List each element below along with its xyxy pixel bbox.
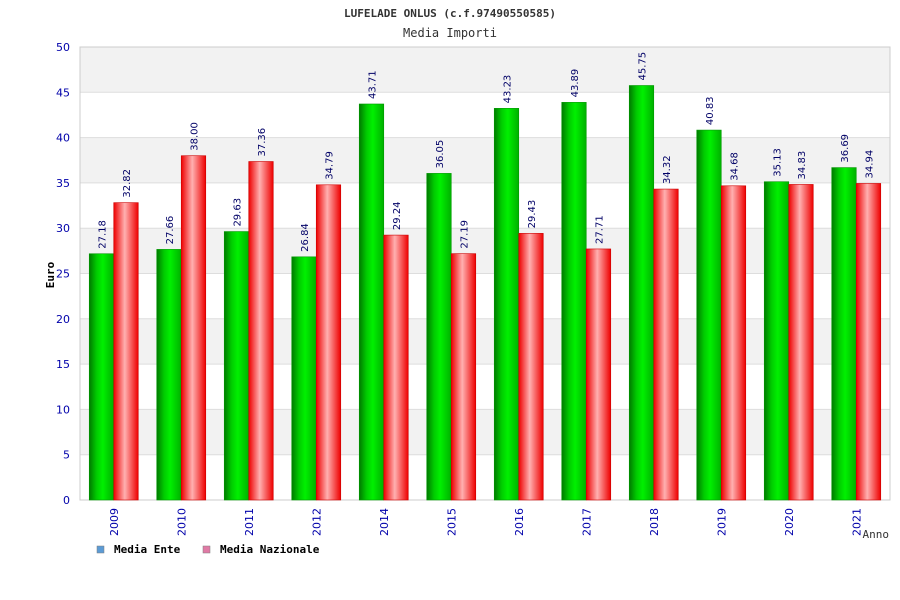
bar-value-label: 34.94 xyxy=(865,150,876,179)
bar-series xyxy=(88,85,882,501)
x-tick-label: 2009 xyxy=(108,508,121,536)
bar-media-nazionale xyxy=(720,185,747,501)
bar-media-nazionale xyxy=(788,184,814,501)
x-tick-label: 2016 xyxy=(513,508,526,536)
x-tick-label: 2014 xyxy=(378,508,391,536)
plot-band xyxy=(80,454,890,500)
bar-media-ente xyxy=(223,231,250,501)
bar-media-nazionale xyxy=(113,202,139,501)
x-tick-label: 2019 xyxy=(715,508,728,536)
bar-media-nazionale xyxy=(855,183,882,501)
bar-value-label: 34.68 xyxy=(730,152,741,181)
bar-media-ente xyxy=(561,102,587,501)
legend-swatch-media-nazionale xyxy=(202,545,211,554)
bar-media-nazionale xyxy=(585,248,612,501)
chart-title: LUFELADE ONLUS (c.f.97490550585) xyxy=(344,7,556,20)
x-tick-label: 2017 xyxy=(580,508,593,536)
plot-band xyxy=(80,47,890,93)
x-tick-label: 2011 xyxy=(243,508,256,536)
bar-media-nazionale xyxy=(450,253,477,501)
bar-media-ente xyxy=(628,85,655,501)
bar-value-label: 29.24 xyxy=(392,201,403,230)
legend: Media Ente Media Nazionale xyxy=(96,543,320,556)
chart-subtitle: Media Importi xyxy=(403,26,497,40)
bar-media-nazionale xyxy=(180,155,207,501)
x-tick-label: 2012 xyxy=(310,508,323,536)
y-tick-label: 10 xyxy=(56,403,70,416)
bar-media-ente xyxy=(358,103,385,501)
bar-media-nazionale xyxy=(248,161,274,501)
y-tick-label: 30 xyxy=(56,222,70,235)
legend-swatch-media-ente xyxy=(96,545,105,554)
y-axis-label: Euro xyxy=(44,261,57,288)
x-tick-label: 2015 xyxy=(445,508,458,536)
bar-value-label: 34.32 xyxy=(662,155,673,184)
bar-value-label: 34.83 xyxy=(797,151,808,180)
plot-band xyxy=(80,409,890,455)
x-tick-label: 2020 xyxy=(783,508,796,536)
bar-value-label: 29.63 xyxy=(233,198,244,227)
bar-media-ente xyxy=(291,256,317,501)
plot-band xyxy=(80,273,890,319)
y-tick-label: 40 xyxy=(56,132,70,145)
bar-media-nazionale xyxy=(653,188,679,501)
x-tick-label: 2018 xyxy=(648,508,661,536)
y-tick-label: 15 xyxy=(56,358,70,371)
y-tick-label: 35 xyxy=(56,177,70,190)
plot-band xyxy=(80,228,890,274)
x-axis-label: Anno xyxy=(863,528,890,541)
y-tick-label: 50 xyxy=(56,41,70,54)
bar-media-ente xyxy=(426,173,452,501)
bar-media-nazionale xyxy=(518,233,544,501)
bar-value-label: 27.19 xyxy=(460,220,471,249)
y-tick-label: 45 xyxy=(56,86,70,99)
legend-label-media-ente: Media Ente xyxy=(114,543,181,556)
plot-band xyxy=(80,182,890,229)
bar-media-ente xyxy=(831,167,857,501)
plot-band xyxy=(80,364,890,410)
plot-band xyxy=(80,318,890,365)
bar-value-label: 26.84 xyxy=(300,223,311,252)
plot-frame xyxy=(79,46,891,501)
bar-value-label: 29.43 xyxy=(527,200,538,229)
y-axis-ticks: 0 5 10 15 20 25 30 35 40 45 50 xyxy=(56,41,70,507)
bar-media-nazionale xyxy=(383,234,409,501)
bar-value-label: 27.66 xyxy=(165,216,176,245)
bar-media-ente xyxy=(696,129,722,501)
y-tick-label: 20 xyxy=(56,313,70,326)
bar-value-label: 35.13 xyxy=(773,148,784,177)
bar-value-label: 36.69 xyxy=(840,134,851,163)
bar-value-label: 43.71 xyxy=(368,70,379,99)
bar-media-ente xyxy=(493,108,520,501)
y-tick-label: 0 xyxy=(63,494,70,507)
bar-value-label: 40.83 xyxy=(705,96,716,125)
y-tick-label: 25 xyxy=(56,268,70,281)
bar-value-label: 34.79 xyxy=(325,151,336,180)
x-tick-label: 2021 xyxy=(850,508,863,536)
bar-media-ente xyxy=(763,181,790,501)
bar-value-label: 27.71 xyxy=(595,215,606,244)
bar-value-label: 32.82 xyxy=(122,169,133,198)
bar-media-ente xyxy=(88,253,115,501)
bar-value-label: 27.18 xyxy=(98,220,109,249)
bar-value-label: 43.89 xyxy=(570,69,581,98)
bar-value-label: 38.00 xyxy=(190,122,201,151)
y-tick-label: 5 xyxy=(63,449,70,462)
x-axis-ticks: 2009 2010 2011 2012 2014 2015 2016 2017 2018 2019… xyxy=(108,508,864,536)
bar-value-label: 43.23 xyxy=(503,75,514,104)
bar-media-ente xyxy=(156,249,182,501)
bar-value-label: 37.36 xyxy=(257,128,268,157)
plot-band xyxy=(80,92,890,138)
plot-band xyxy=(80,137,890,183)
legend-label-media-nazionale: Media Nazionale xyxy=(220,543,320,556)
x-tick-label: 2010 xyxy=(175,508,188,536)
bar-value-label: 36.05 xyxy=(435,140,446,169)
bar-media-nazionale xyxy=(315,184,342,501)
bar-value-label: 45.75 xyxy=(638,52,649,81)
plot-background-bands xyxy=(80,47,890,500)
bar-value-labels: 27.18 32.82 27.66 38.00 29.63 37.36 26.84 34.79… xyxy=(98,52,876,252)
